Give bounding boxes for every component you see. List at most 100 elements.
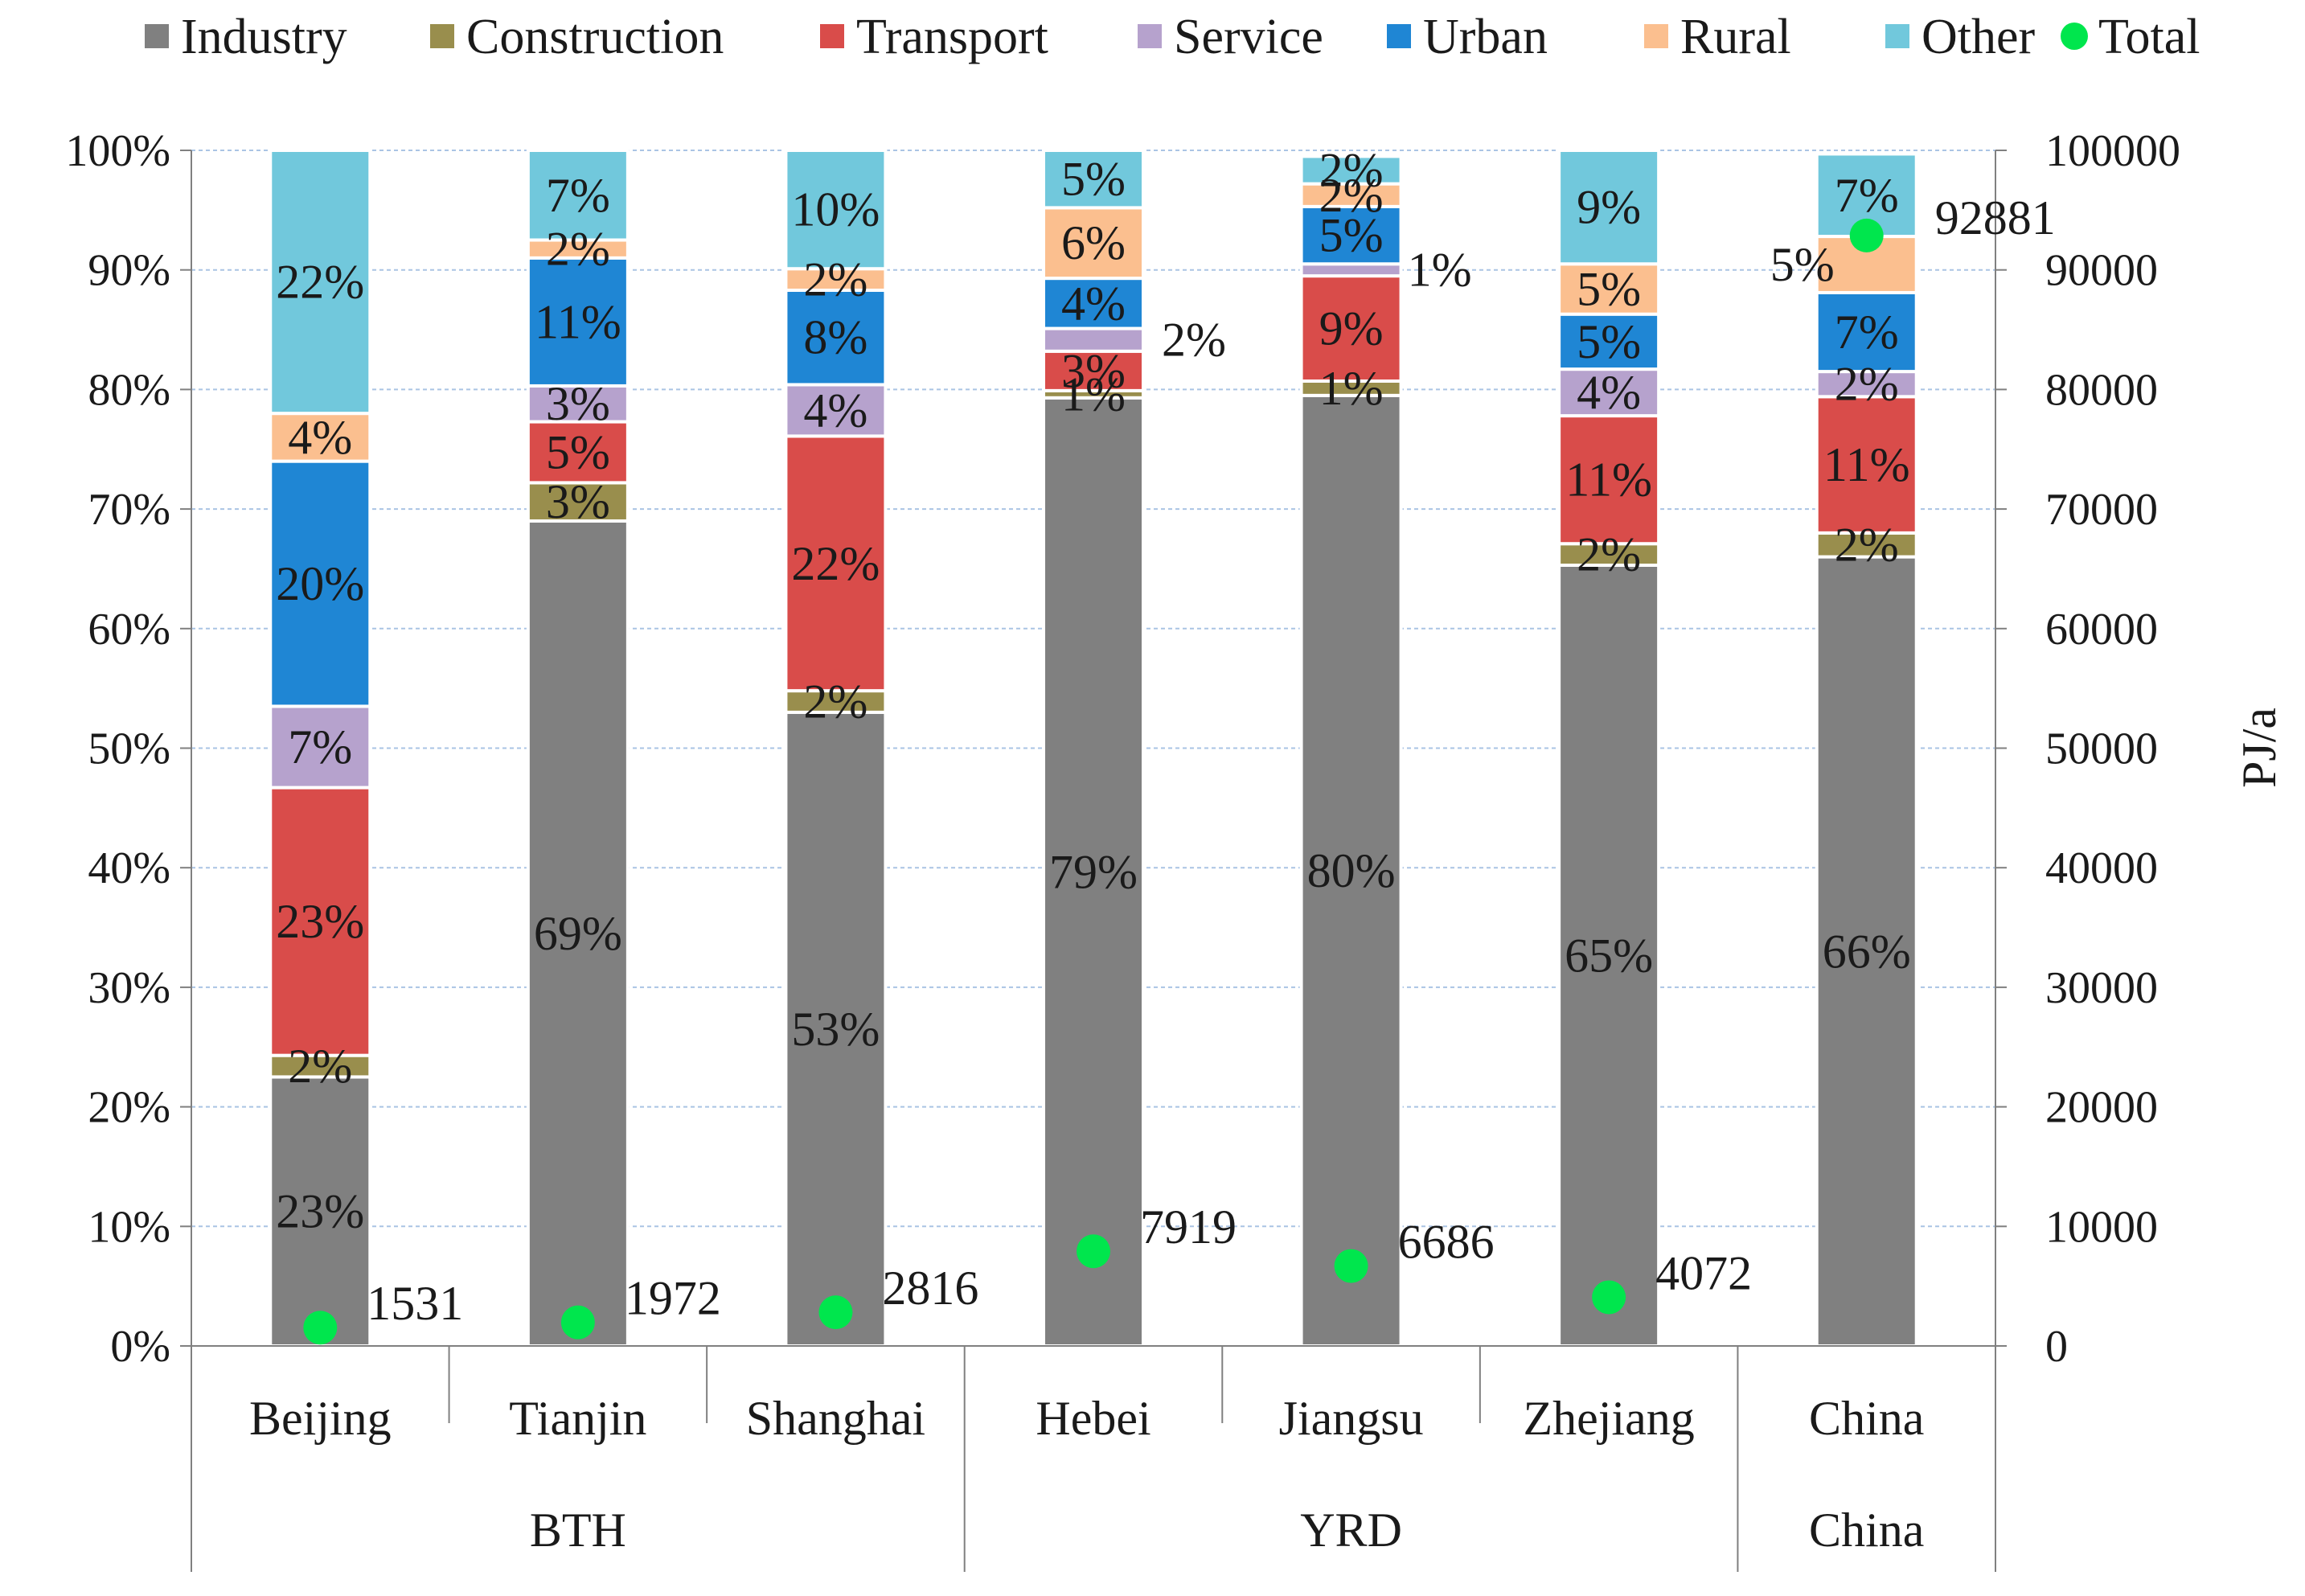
segment-label: 9% <box>1319 302 1384 355</box>
right-tick-label: 40000 <box>2045 843 2158 893</box>
total-point <box>560 1305 595 1340</box>
segment-label: 3% <box>1061 344 1126 397</box>
bar-segment <box>269 459 372 708</box>
segment-label: 80% <box>1307 844 1396 897</box>
left-tick-label: 20% <box>88 1083 170 1133</box>
left-tick-label: 10% <box>88 1202 170 1252</box>
legend: Industry Construction Transport Service Urba… <box>145 10 2200 64</box>
segment-label: 11% <box>535 295 621 348</box>
right-tick-label: 60000 <box>2045 605 2158 654</box>
bar-segment <box>1557 149 1661 266</box>
total-label: 7919 <box>1140 1200 1237 1253</box>
bar-segment <box>269 149 372 416</box>
category-axis: Beijing Tianjin Shanghai Hebei Jiangsu Zhejia… <box>191 1346 1996 1572</box>
bar-segment <box>1299 274 1403 383</box>
bar-segment <box>1299 182 1403 208</box>
bar-segment <box>1815 395 1918 535</box>
total-point <box>1592 1280 1626 1315</box>
bar-segment <box>1042 206 1145 281</box>
legend-label: Other <box>1922 10 2036 64</box>
bar-segment <box>526 149 630 242</box>
segment-label: 69% <box>534 907 622 960</box>
total-label: 2816 <box>882 1262 978 1315</box>
bar-segment <box>1042 326 1145 353</box>
segment-label: 2% <box>1319 169 1384 222</box>
right-axis-ticks: 0 10000 20000 30000 40000 50000 60000 70000 8000… <box>1995 126 2180 1372</box>
segment-label: 4% <box>1577 366 1641 419</box>
bar-segment <box>784 710 888 1348</box>
segment-label: 66% <box>1823 925 1911 978</box>
segment-label: 4% <box>803 384 867 437</box>
bar-segment <box>1299 393 1403 1348</box>
right-tick-label: 90000 <box>2045 246 2158 296</box>
category-label: Zhejiang <box>1524 1392 1695 1445</box>
bar-segment <box>1557 563 1661 1348</box>
segment-label: 2% <box>288 1040 352 1093</box>
left-tick-label: 100% <box>65 126 170 176</box>
left-tick-label: 40% <box>88 843 170 893</box>
segment-label: 7% <box>1835 169 1899 222</box>
segment-label: 6% <box>1061 216 1126 269</box>
segment-label: 22% <box>791 537 880 590</box>
total-markers: 1531 1972 2816 7919 6686 4072 92881 <box>303 191 2056 1345</box>
bar-segment <box>526 420 630 485</box>
right-tick-label: 100000 <box>2045 126 2180 176</box>
right-tick-label: 10000 <box>2045 1202 2158 1252</box>
category-label: Jiangsu <box>1279 1392 1424 1445</box>
legend-label: Construction <box>466 10 724 64</box>
segment-label: 22% <box>276 256 364 309</box>
total-label: 6686 <box>1398 1216 1495 1269</box>
right-tick-label: 70000 <box>2045 485 2158 535</box>
legend-label: Service <box>1174 10 1323 64</box>
legend-swatch <box>1387 24 1411 48</box>
segment-label: 2% <box>1835 519 1899 572</box>
legend-swatch <box>145 24 169 48</box>
category-label: Beijing <box>249 1392 392 1445</box>
segment-label: 5% <box>1061 153 1126 206</box>
legend-label: Urban <box>1423 10 1548 64</box>
legend-label: Rural <box>1680 10 1791 64</box>
left-tick-label: 60% <box>88 605 170 654</box>
segment-label: 79% <box>1049 845 1138 898</box>
segment-label: 5% <box>1319 209 1384 262</box>
segment-label: 2% <box>1162 314 1226 367</box>
segment-label: 23% <box>276 895 364 948</box>
right-tick-label: 20000 <box>2045 1083 2158 1133</box>
left-tick-label: 0% <box>110 1322 170 1372</box>
right-tick-label: 50000 <box>2045 724 2158 774</box>
legend-label: Total <box>2098 10 2200 64</box>
bar-segment <box>1042 349 1145 392</box>
left-tick-label: 30% <box>88 963 170 1013</box>
segment-label: 2% <box>1577 528 1641 581</box>
segment-label: 3% <box>546 377 610 430</box>
total-point <box>818 1295 853 1330</box>
segment-label: 11% <box>1823 438 1910 491</box>
bar-segment <box>1042 396 1145 1348</box>
category-label: Shanghai <box>746 1392 925 1445</box>
total-label: 1972 <box>625 1272 721 1325</box>
right-tick-label: 30000 <box>2045 963 2158 1013</box>
category-label: China <box>1809 1392 1924 1445</box>
legend-swatch <box>1644 24 1668 48</box>
segment-label: 1% <box>1061 367 1126 421</box>
segment-label: 3% <box>546 475 610 528</box>
legend-label: Industry <box>181 10 347 64</box>
segment-label: 10% <box>791 183 880 236</box>
bar-segment <box>784 267 888 292</box>
legend-swatch <box>1885 24 1909 48</box>
bar-segment <box>1557 262 1661 316</box>
segment-label: 4% <box>1061 277 1126 330</box>
segment-label: 4% <box>288 411 352 464</box>
segment-label: 2% <box>803 675 867 728</box>
bar-segment <box>269 1053 372 1079</box>
segment-label: 2% <box>546 223 610 276</box>
legend-swatch <box>820 24 844 48</box>
bar-segment <box>1042 149 1145 210</box>
total-point <box>1849 218 1884 252</box>
group-label: China <box>1809 1504 1924 1557</box>
total-point <box>1077 1234 1110 1269</box>
left-tick-label: 70% <box>88 485 170 535</box>
